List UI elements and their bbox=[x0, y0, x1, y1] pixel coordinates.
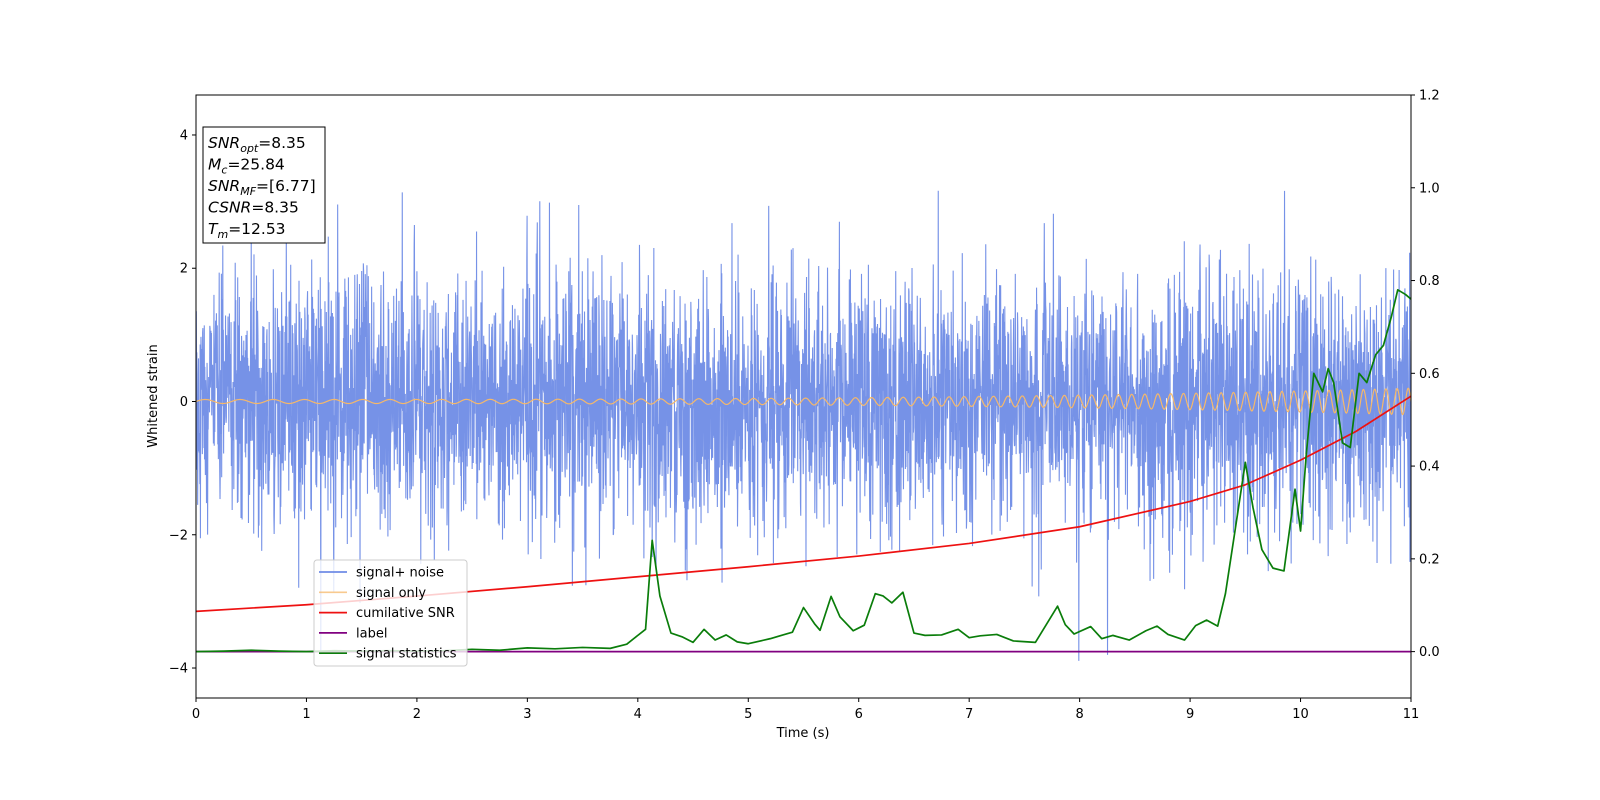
annotation-line: SNRopt=8.35 bbox=[208, 134, 306, 155]
annotation-line: CSNR=8.35 bbox=[208, 199, 299, 217]
legend-label-signal-statistics: signal statistics bbox=[356, 647, 457, 662]
legend-label-signal-only: signal only bbox=[356, 586, 426, 601]
annotation-box: SNRopt=8.35Mc=25.84SNRMF=[6.77]CSNR=8.35… bbox=[202, 126, 326, 244]
y-left-tick-label: −4 bbox=[169, 662, 188, 677]
x-tick-label: 7 bbox=[965, 707, 973, 722]
y-right-tick-label: 0.8 bbox=[1419, 274, 1440, 289]
x-tick-label: 4 bbox=[634, 707, 642, 722]
y-right-tick-label: 0.4 bbox=[1419, 460, 1440, 475]
series-signal-noise bbox=[196, 190, 1411, 661]
x-tick-label: 5 bbox=[744, 707, 752, 722]
annotation-line: Tm=12.53 bbox=[208, 220, 286, 241]
series-signal-statistics bbox=[196, 288, 1411, 653]
legend-label-cumilative-snr: cumilative SNR bbox=[356, 606, 455, 621]
annotation-line: SNRMF=[6.77] bbox=[208, 177, 316, 198]
annotation-frame bbox=[202, 126, 326, 244]
x-tick-label: 2 bbox=[413, 707, 421, 722]
y-left-tick-label: 2 bbox=[180, 262, 188, 277]
y-right-tick-label: 1.2 bbox=[1419, 89, 1440, 104]
x-tick-label: 0 bbox=[192, 707, 200, 722]
y-right-tick-label: 0.6 bbox=[1419, 367, 1440, 382]
legend-label-signal-noise: signal+ noise bbox=[356, 566, 444, 581]
legend: signal+ noise signal only cumilative SNR la… bbox=[313, 559, 468, 667]
y-left-tick-label: 4 bbox=[180, 128, 188, 143]
y-left-tick-label: 0 bbox=[180, 395, 188, 410]
y-axis-label: Whitened strain bbox=[146, 344, 161, 447]
series-signal-only bbox=[196, 387, 1411, 416]
x-tick-label: 9 bbox=[1186, 707, 1194, 722]
legend-label-label: label bbox=[356, 626, 387, 641]
y-right-tick-label: 0.0 bbox=[1419, 645, 1440, 660]
legend-frame bbox=[313, 559, 468, 667]
x-tick-label: 8 bbox=[1075, 707, 1083, 722]
x-tick-label: 3 bbox=[523, 707, 531, 722]
x-axis-label: Time (s) bbox=[776, 726, 830, 741]
ticks-layer: 0 1 2 3 4 5 6 7 8 9 10 11 −4 −2 0 2 4 0.0 0.2 0.4 0.6 0.8 1.0 1… bbox=[169, 89, 1440, 723]
y-left-tick-label: −2 bbox=[169, 528, 188, 543]
plot-frame bbox=[195, 94, 1412, 699]
x-tick-label: 6 bbox=[855, 707, 863, 722]
y-right-tick-label: 0.2 bbox=[1419, 552, 1440, 567]
x-tick-label: 11 bbox=[1403, 707, 1420, 722]
y-right-tick-label: 1.0 bbox=[1419, 181, 1440, 196]
x-tick-label: 1 bbox=[302, 707, 310, 722]
x-tick-label: 10 bbox=[1292, 707, 1309, 722]
annotation-line: Mc=25.84 bbox=[208, 156, 285, 177]
